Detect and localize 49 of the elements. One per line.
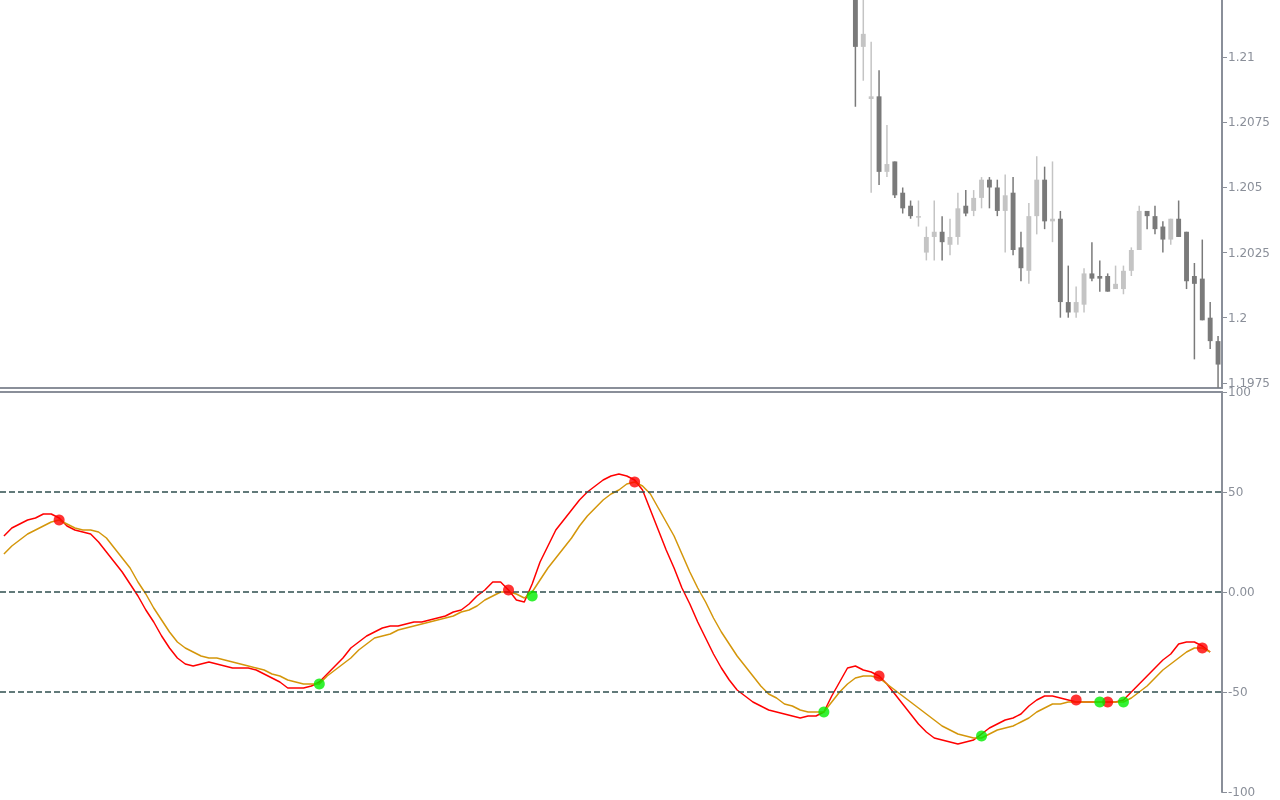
point: [1094, 696, 1106, 708]
candlestick: [1176, 199, 1182, 238]
candlestick: [931, 199, 937, 262]
point: [503, 584, 515, 596]
candlestick: [1128, 246, 1134, 277]
candlestick: [1160, 220, 1166, 254]
point: [1070, 694, 1082, 706]
candlestick: [1065, 264, 1071, 319]
candlestick: [868, 40, 874, 194]
y-tick-label: -50: [1228, 685, 1248, 699]
candlestick: [900, 186, 906, 215]
y-tick-label: 1.205: [1228, 180, 1263, 195]
candlestick: [971, 189, 977, 217]
point: [629, 476, 641, 488]
candlestick: [1105, 272, 1111, 293]
y-tick-label: 0.00: [1228, 585, 1255, 599]
y-tick-label: 50: [1228, 485, 1244, 499]
point: [313, 678, 325, 690]
point: [976, 730, 988, 742]
candlestick: [986, 176, 992, 210]
candlestick: [939, 215, 945, 262]
y-tick-label: 1.21: [1228, 50, 1255, 65]
point: [1196, 642, 1208, 654]
candlestick: [860, 0, 866, 82]
candlestick: [1191, 262, 1197, 361]
candlestick: [1097, 259, 1103, 293]
candlestick: [1089, 241, 1095, 282]
candlestick: [1168, 217, 1174, 246]
candlestick: [923, 225, 929, 262]
candlestick: [963, 189, 969, 217]
candlestick: [1207, 301, 1213, 350]
candlestick: [994, 178, 1000, 217]
candlestick: [884, 124, 890, 178]
point: [53, 514, 65, 526]
candlestick: [979, 176, 984, 210]
point: [526, 590, 538, 602]
candlestick: [1002, 173, 1008, 254]
y-tick-label: 1.2075: [1228, 115, 1270, 130]
point: [818, 706, 830, 718]
candlestick: [1121, 264, 1126, 296]
candlestick: [908, 199, 914, 220]
y-tick-label: -100: [1228, 785, 1256, 799]
candlestick: [1215, 335, 1221, 388]
y-tick-label: 1.2: [1228, 310, 1248, 325]
candlestick: [916, 199, 921, 228]
point: [1117, 696, 1129, 708]
point: [873, 670, 885, 682]
y-tick-label: 1.2025: [1228, 245, 1270, 260]
candlestick: [1073, 285, 1079, 319]
